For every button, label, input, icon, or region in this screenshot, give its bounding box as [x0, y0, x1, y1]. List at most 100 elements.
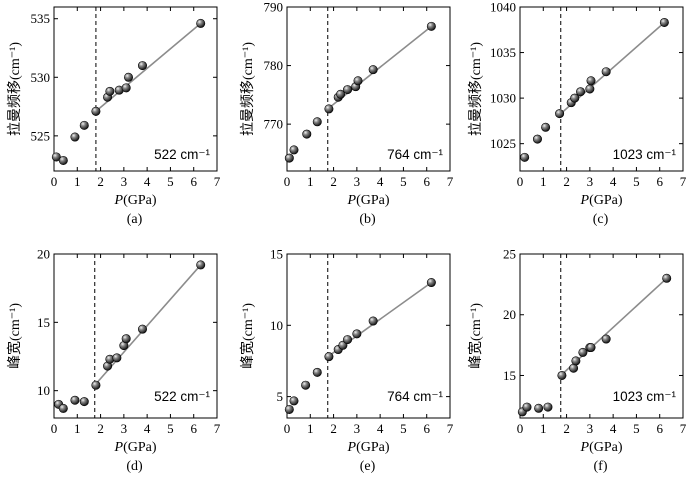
y-tick-label: 25 [503, 247, 516, 262]
x-tick-label: 7 [214, 421, 221, 436]
panel-label: (d) [126, 459, 143, 474]
x-tick-label: 5 [633, 421, 640, 436]
y-axis-label-quantity: 峰宽 [239, 341, 256, 369]
data-point [522, 402, 532, 412]
peak-annotation: 522 cm⁻¹ [154, 389, 210, 404]
x-tick-label: 2 [563, 174, 570, 189]
x-tick-label: 4 [610, 174, 617, 189]
x-axis-label-variable: P [580, 193, 590, 208]
x-tick-label: 2 [563, 421, 570, 436]
data-point [343, 335, 353, 345]
y-tick-label: 20 [503, 307, 516, 322]
data-point [105, 86, 115, 96]
x-tick-label: 3 [587, 174, 594, 189]
data-point [557, 370, 567, 380]
x-tick-label: 3 [121, 174, 128, 189]
x-axis-label: P(GPa) [347, 193, 390, 208]
chart-panel: 0 1 2 3 4 5 6 7 525 530 535 522 cm⁻¹ P(GPa) (a) 拉曼频移(c… [7, 6, 221, 227]
panel-label: (e) [360, 459, 376, 474]
y-tick-label: 770 [264, 117, 284, 132]
data-point [585, 84, 595, 94]
data-point [368, 65, 378, 75]
y-axis-label-unit: (cm⁻¹) [469, 42, 484, 80]
data-point [353, 76, 363, 86]
x-tick-label: 5 [400, 174, 407, 189]
data-point [324, 104, 334, 114]
x-axis-label: P(GPa) [580, 440, 623, 455]
data-point [555, 109, 565, 119]
x-tick-label: 1 [540, 421, 547, 436]
x-tick-label: 1 [74, 174, 81, 189]
y-axis-label-quantity: 峰宽 [467, 341, 484, 369]
x-axis-label: P(GPa) [347, 440, 390, 455]
data-point [312, 117, 322, 127]
x-tick-label: 2 [330, 421, 337, 436]
data-point [301, 380, 311, 390]
data-point [520, 152, 530, 162]
x-axis-label: P(GPa) [580, 193, 623, 208]
y-axis-label-quantity: 拉曼频移 [7, 80, 23, 136]
x-tick-label: 1 [307, 174, 314, 189]
peak-annotation: 764 cm⁻¹ [387, 147, 443, 162]
data-point [586, 343, 596, 353]
y-axis-label-quantity: 拉曼频移 [240, 80, 256, 136]
data-point [543, 402, 553, 412]
y-tick-label: 1035 [490, 45, 516, 60]
plot-frame [519, 253, 684, 419]
data-point [58, 155, 68, 165]
data-point [196, 18, 206, 28]
x-tick-label: 7 [680, 421, 687, 436]
y-axis-label-unit: (cm⁻¹) [241, 42, 256, 80]
x-axis-label-variable: P [347, 193, 357, 208]
chart-panel: 0 1 2 3 4 5 6 7 15 20 25 1023 cm⁻¹ P(GPa) (f) 峰宽(cm⁻¹) [467, 247, 687, 475]
x-tick-label: 0 [517, 421, 524, 436]
y-tick-label: 525 [31, 128, 51, 143]
data-point [571, 356, 581, 366]
x-axis-label-unit: (GPa) [589, 193, 623, 208]
data-point [324, 352, 334, 362]
data-point [137, 61, 147, 71]
data-point [121, 334, 131, 344]
x-tick-label: 4 [610, 421, 617, 436]
x-axis-label: P(GPa) [114, 193, 157, 208]
x-axis-label-unit: (GPa) [123, 440, 157, 455]
x-axis-label-variable: P [114, 440, 124, 455]
data-point [79, 120, 89, 130]
x-tick-label: 5 [167, 174, 174, 189]
y-tick-label: 780 [264, 58, 284, 73]
y-tick-label: 1025 [490, 136, 516, 151]
data-point [570, 93, 580, 103]
x-tick-label: 2 [97, 421, 104, 436]
x-tick-label: 1 [307, 421, 314, 436]
x-tick-label: 4 [377, 421, 384, 436]
data-point [284, 404, 294, 414]
panel-label: (b) [359, 212, 376, 227]
y-axis-label: 峰宽(cm⁻¹) [467, 303, 484, 369]
plot-frame [286, 253, 451, 419]
x-tick-label: 0 [517, 174, 524, 189]
data-point [312, 367, 322, 377]
x-tick-label: 7 [680, 174, 687, 189]
x-axis-label: P(GPa) [114, 440, 157, 455]
x-axis-label-variable: P [580, 440, 590, 455]
data-point [91, 106, 101, 116]
panel-label: (c) [593, 212, 609, 227]
x-tick-label: 3 [354, 174, 361, 189]
data-point [426, 21, 436, 31]
peak-annotation: 1023 cm⁻¹ [613, 389, 677, 404]
data-point [541, 122, 551, 132]
data-point [91, 380, 101, 390]
x-axis-label-variable: P [114, 193, 124, 208]
y-tick-label: 15 [37, 315, 50, 330]
y-axis-label-unit: (cm⁻¹) [8, 303, 23, 341]
x-axis-label-variable: P [347, 440, 357, 455]
peak-annotation: 522 cm⁻¹ [154, 147, 210, 162]
x-tick-label: 6 [190, 421, 197, 436]
y-axis-label: 拉曼频移(cm⁻¹) [240, 42, 256, 136]
x-tick-label: 7 [447, 174, 454, 189]
y-tick-label: 15 [503, 368, 516, 383]
y-tick-label: 10 [37, 383, 50, 398]
x-tick-label: 1 [74, 421, 81, 436]
chart-panel: 0 1 2 3 4 5 6 7 5 10 15 764 cm⁻¹ P(GPa) (e) 峰宽(cm⁻¹) [239, 247, 454, 475]
y-tick-label: 790 [264, 0, 284, 15]
